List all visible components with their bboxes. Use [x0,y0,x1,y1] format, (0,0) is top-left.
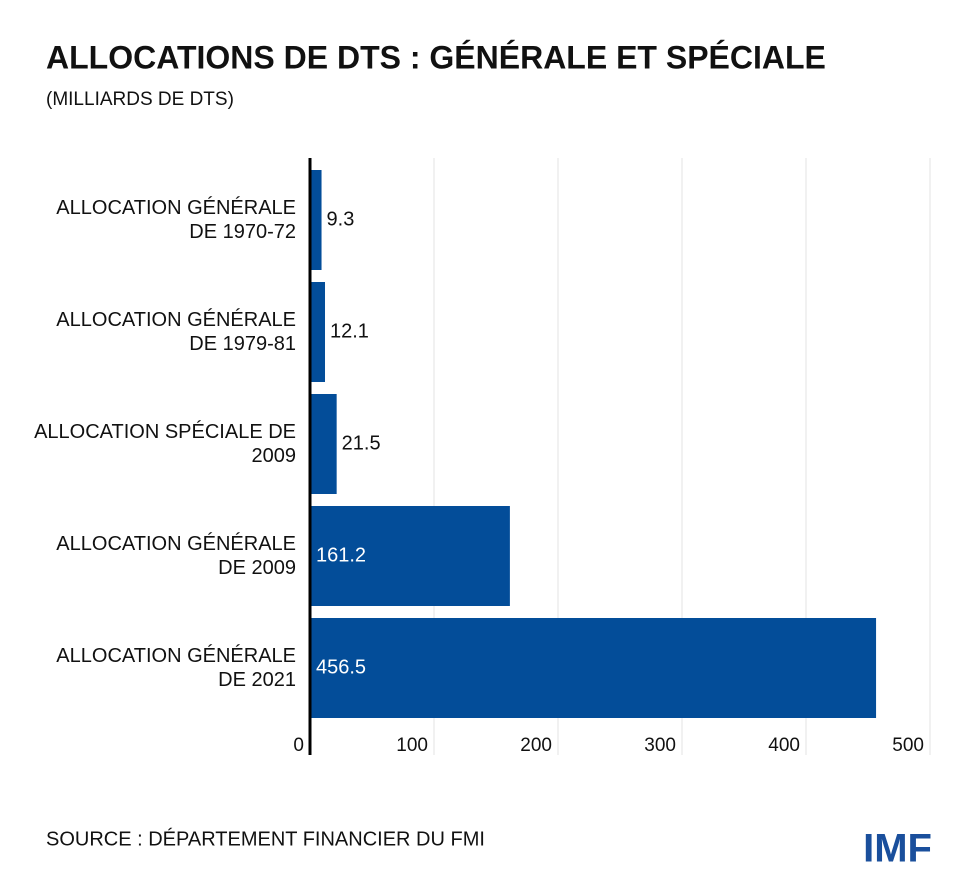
bar [310,506,510,606]
y-tick-label: ALLOCATION SPÉCIALE DE 2009 [34,421,296,467]
bar [310,282,326,382]
y-tick-label: ALLOCATION GÉNÉRALE DE 2009 [56,533,296,579]
value-label: 21.5 [342,432,381,454]
x-tick-label: 500 [892,735,924,756]
chart-subtitle: (MILLIARDS DE DTS) [46,89,234,110]
x-tick-label: 200 [520,735,552,756]
source: SOURCE : DÉPARTEMENT FINANCIER DU FMI [46,827,485,850]
x-tick-label: 0 [293,735,304,756]
value-label: 12.1 [330,320,369,342]
x-tick-label: 100 [396,735,428,756]
value-label: 9.3 [327,208,355,230]
value-label: 456.5 [316,656,366,678]
bar [310,170,322,270]
x-tick-label: 400 [768,735,800,756]
value-label: 161.2 [316,544,366,566]
logo: IMF [863,827,932,871]
bar [310,618,877,718]
y-tick-label: ALLOCATION GÉNÉRALE DE 1979-81 [56,309,296,355]
y-tick-label: ALLOCATION GÉNÉRALE DE 2021 [56,645,296,691]
bar [310,394,337,494]
y-tick-label: ALLOCATION GÉNÉRALE DE 1970-72 [56,197,296,243]
x-tick-label: 300 [644,735,676,756]
chart-title: ALLOCATIONS DE DTS : GÉNÉRALE ET SPÉCIAL… [46,39,826,75]
